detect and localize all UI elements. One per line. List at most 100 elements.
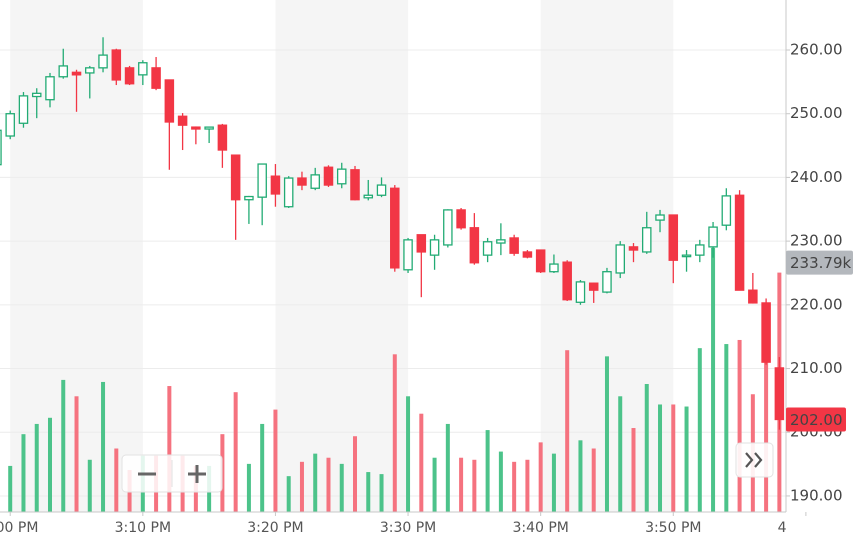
y-tick-label: 190.00: [790, 486, 843, 504]
candle-body: [376, 184, 387, 196]
candle-body: [761, 302, 771, 363]
candle-body: [283, 177, 294, 208]
y-tick-label: 260.00: [790, 41, 843, 59]
candle-body: [350, 169, 360, 201]
volume-bar: [498, 451, 503, 512]
candle-body: [509, 237, 519, 254]
candle-body: [721, 195, 732, 226]
candle-body: [5, 113, 15, 137]
volume-bar: [273, 409, 278, 512]
candle-body: [244, 195, 254, 201]
volume-bar: [339, 463, 344, 512]
candle-body: [482, 241, 493, 256]
volume-bar: [485, 430, 490, 512]
volume-bar: [724, 344, 729, 512]
candle-body: [85, 67, 95, 74]
volume-bar: [8, 465, 13, 512]
volume-bar: [671, 404, 676, 512]
candle-body: [204, 126, 214, 130]
volume-bar: [286, 476, 291, 512]
candle-body: [602, 271, 612, 293]
volume-bar: [512, 461, 517, 512]
volume-bar: [61, 379, 66, 512]
scroll-right-panel[interactable]: [735, 442, 774, 478]
candle-body: [562, 261, 572, 301]
volume-bar: [299, 461, 304, 512]
volume-bar: [74, 396, 79, 512]
volume-bar: [47, 417, 52, 512]
candle-body: [443, 209, 453, 246]
candle-body: [177, 115, 188, 126]
volume-bar: [313, 453, 318, 512]
y-tick-label: 250.00: [790, 104, 843, 122]
candle-body: [151, 67, 161, 89]
candle-body: [58, 65, 69, 78]
volume-bar: [392, 354, 397, 512]
candle-body: [336, 168, 347, 185]
y-tick-label: 220.00: [790, 295, 843, 313]
volume-bar: [618, 396, 623, 512]
candle-body: [390, 187, 400, 269]
candle-body: [628, 246, 639, 251]
x-tick-label: 3:50 PM: [645, 520, 701, 536]
volume-bar: [737, 339, 742, 512]
volume-bar: [432, 457, 437, 512]
x-tick-label: 3:40 PM: [512, 520, 568, 536]
candle-body: [98, 54, 108, 69]
volume-bar: [326, 457, 331, 512]
volume-bar: [366, 472, 371, 512]
volume-bar: [644, 384, 649, 512]
volume-bar: [233, 392, 238, 512]
candle-body: [429, 239, 440, 256]
time-band: [275, 0, 409, 512]
zoom-out-button[interactable]: [122, 455, 172, 492]
candle-body: [111, 49, 122, 81]
price-tag-label: 202.00: [790, 411, 843, 429]
x-tick-label: 3:00 PM: [0, 520, 38, 536]
candle-body: [230, 154, 241, 201]
volume-bar: [114, 448, 119, 512]
candle-body: [257, 163, 267, 198]
volume-bar: [658, 404, 663, 512]
candle-body: [217, 124, 228, 151]
candle-body: [615, 244, 625, 274]
zoom-in-button[interactable]: [172, 455, 222, 492]
candle-body: [323, 166, 334, 186]
candle-body: [297, 177, 307, 186]
volume-tag-label: 233.79k: [790, 254, 851, 272]
candle-body: [310, 174, 320, 189]
candle-body: [124, 67, 135, 85]
volume-bar: [472, 459, 477, 512]
volume-bar: [711, 247, 716, 513]
candle-body: [0, 129, 2, 166]
volume-bar: [167, 386, 172, 512]
candle-body: [641, 227, 652, 253]
candle-body: [496, 239, 506, 244]
volume-bar: [445, 423, 450, 512]
volume-bar: [87, 459, 92, 512]
candle-body: [655, 214, 665, 221]
candle-body: [71, 71, 82, 76]
volume-bar: [34, 423, 39, 512]
volume-bar: [525, 459, 530, 512]
candle-body: [734, 194, 745, 291]
volume-bar: [21, 434, 26, 512]
candle-body: [403, 239, 413, 271]
candle-body: [270, 175, 281, 195]
volume-bar: [353, 436, 358, 512]
scroll-right-button[interactable]: [735, 442, 774, 478]
volume-bar: [101, 381, 106, 512]
chevron-icon: [754, 452, 763, 468]
volume-bar: [697, 348, 702, 512]
candle-body: [708, 226, 718, 248]
x-tick-label: 4:00 PM: [778, 520, 834, 536]
candle-body: [363, 194, 374, 199]
volume-bar: [631, 428, 636, 512]
candle-body: [45, 76, 55, 101]
volume-bar: [459, 457, 464, 512]
volume-bar: [538, 442, 543, 512]
candle-body: [668, 214, 679, 261]
candle-body: [416, 234, 427, 253]
